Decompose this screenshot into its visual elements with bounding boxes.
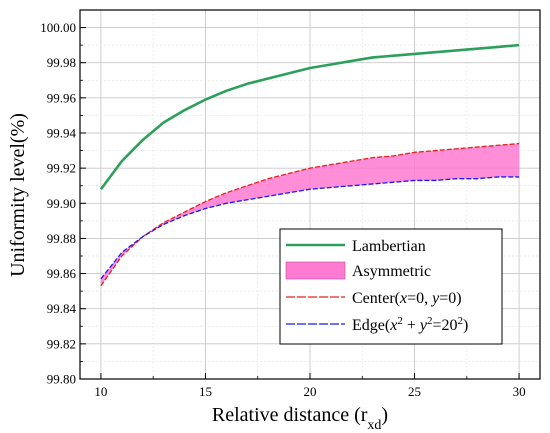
asymmetric-fill-area bbox=[100, 143, 520, 286]
legend-center-y: y bbox=[430, 290, 440, 307]
x-tick-label: 30 bbox=[513, 384, 526, 399]
legend-edge-sup1: 2 bbox=[397, 315, 403, 327]
y-tick-label: 99.98 bbox=[47, 55, 76, 70]
legend-edge-pre: Edge( bbox=[352, 317, 390, 334]
y-tick-label: 99.96 bbox=[47, 90, 77, 105]
legend-edge-sup3: 2 bbox=[457, 315, 463, 327]
x-axis-title-main: Relative distance (r bbox=[212, 404, 368, 426]
x-axis-title-end: ) bbox=[381, 404, 388, 426]
y-tick-label: 99.86 bbox=[47, 266, 77, 281]
legend-edge-x: x bbox=[389, 317, 397, 334]
x-axis-title-sub: xd bbox=[367, 418, 381, 433]
legend-edge-post: ) bbox=[463, 317, 468, 334]
legend-center-pre: Center( bbox=[352, 290, 400, 307]
series-line-edge bbox=[100, 176, 520, 280]
legend-edge-label: Edge(x2 + y2=202) bbox=[352, 315, 468, 334]
series-line-center bbox=[100, 142, 520, 287]
x-tick-label: 10 bbox=[94, 384, 107, 399]
y-tick-label: 99.82 bbox=[47, 336, 76, 351]
legend-center-label: Center(x=0, y=0) bbox=[352, 290, 462, 307]
x-tick-label: 25 bbox=[408, 384, 421, 399]
y-tick-label: 99.88 bbox=[47, 231, 76, 246]
legend-asymmetric-label: Asymmetric bbox=[352, 263, 431, 280]
legend-center-mid: =0, bbox=[407, 290, 432, 307]
axis-ticks: 10 15 20 25 30 99.80 99.82 99.84 99.86 99.88 99.90… bbox=[40, 20, 525, 399]
legend-edge-sup2: 2 bbox=[427, 315, 433, 327]
series-line-lambertian bbox=[99, 43, 520, 191]
legend-edge-y: y bbox=[418, 317, 428, 334]
y-tick-label: 99.80 bbox=[47, 372, 76, 387]
legend-asymmetric-swatch bbox=[285, 261, 346, 280]
y-axis-title: Uniformity level(%) bbox=[7, 113, 29, 277]
asymmetric-fill bbox=[100, 143, 520, 286]
y-tick-label: 99.90 bbox=[47, 196, 76, 211]
y-tick-label: 99.94 bbox=[47, 126, 77, 141]
legend-edge-eq: =20 bbox=[432, 317, 457, 334]
series-lines bbox=[99, 43, 520, 287]
y-tick-label: 100.00 bbox=[40, 20, 76, 35]
legend-box bbox=[279, 228, 503, 345]
x-tick-label: 20 bbox=[304, 384, 317, 399]
x-axis-title: Relative distance (rxd) bbox=[212, 404, 388, 433]
y-tick-label: 99.92 bbox=[47, 161, 76, 176]
y-tick-label: 99.84 bbox=[47, 301, 77, 316]
legend-center-post: =0) bbox=[439, 290, 461, 307]
legend-center-x: x bbox=[399, 290, 407, 307]
legend-lambertian-label: Lambertian bbox=[352, 238, 426, 255]
x-tick-label: 15 bbox=[199, 384, 212, 399]
plot-frame bbox=[79, 9, 541, 380]
legend-edge-plus: + bbox=[403, 317, 420, 334]
legend: Lambertian Asymmetric Center(x=0, y=0) E… bbox=[279, 228, 503, 345]
